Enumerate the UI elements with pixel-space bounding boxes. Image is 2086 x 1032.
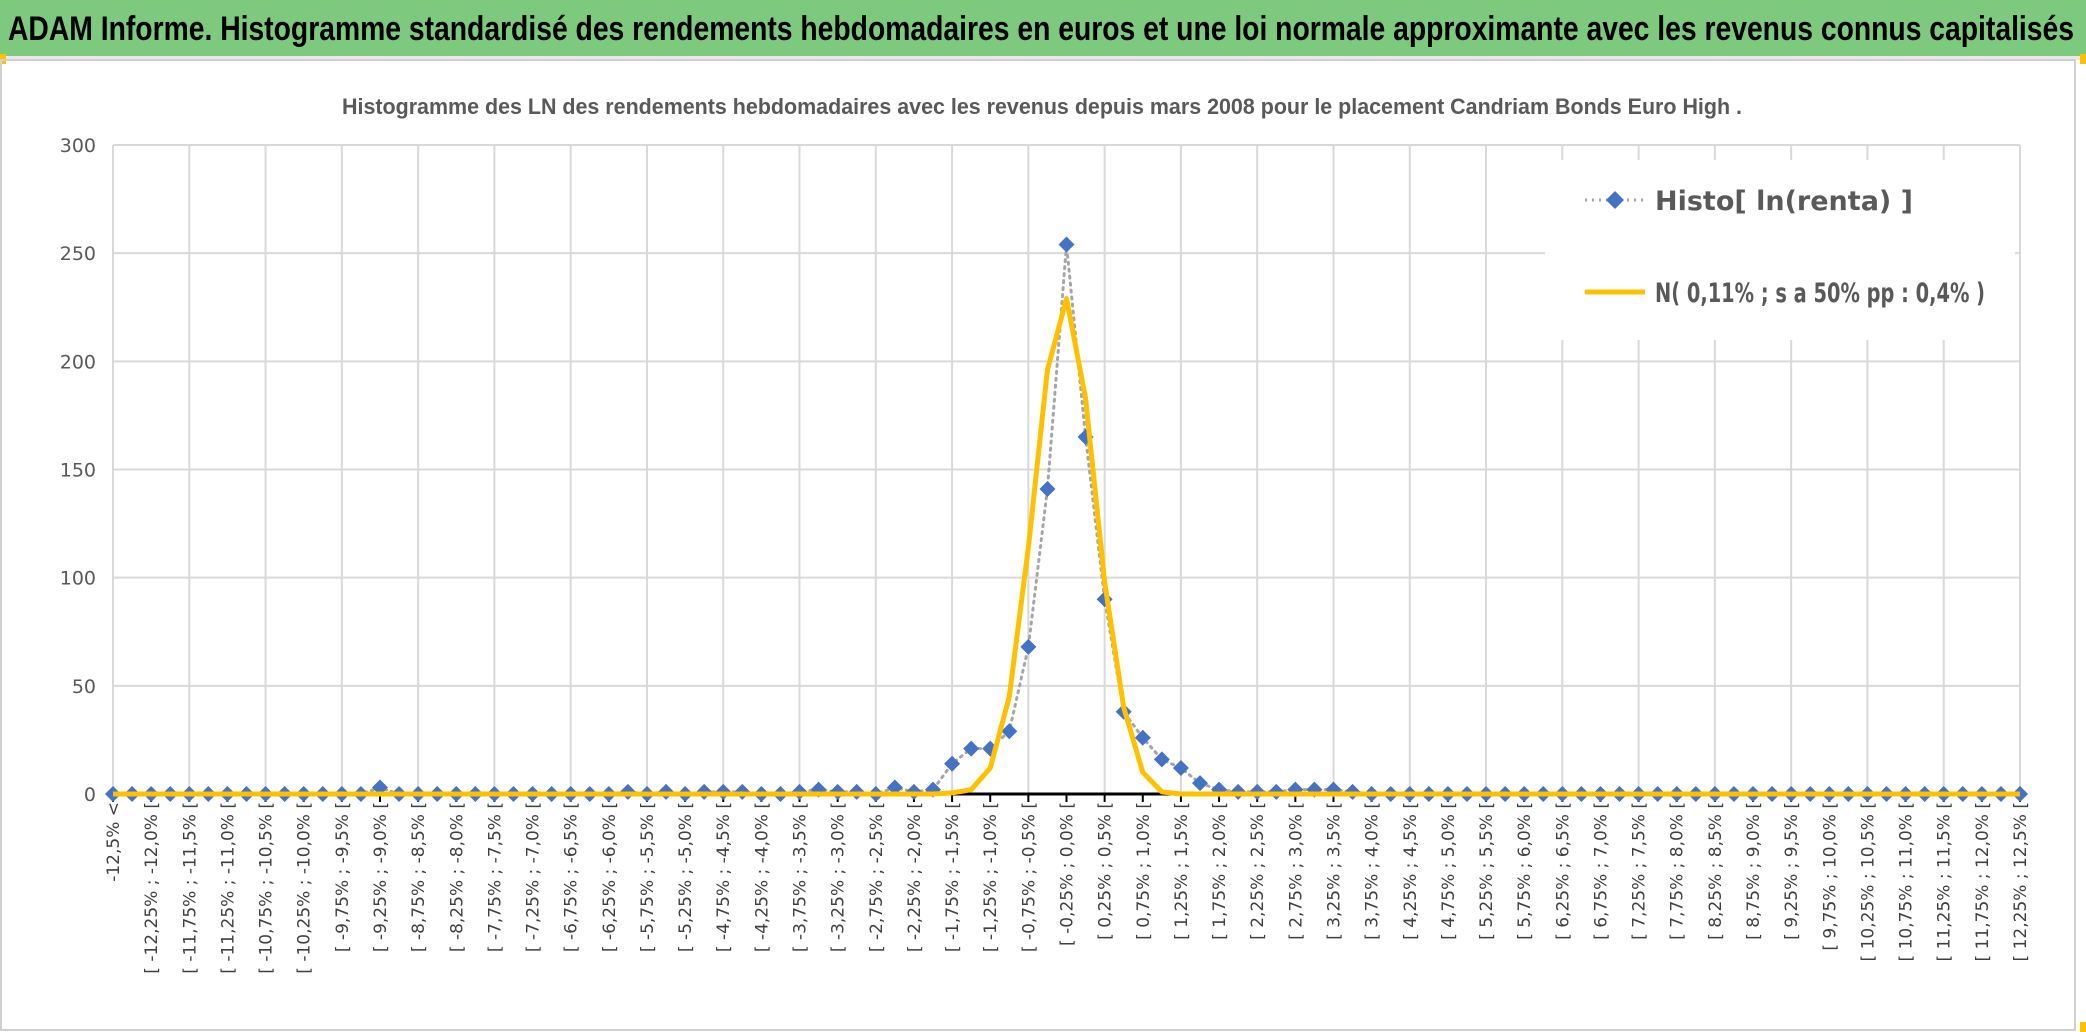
- x-tick-label: [ 7,75% ; 8,0% [: [1668, 802, 1688, 940]
- x-tick-label: [ 5,25% ; 5,5% [: [1477, 802, 1497, 940]
- y-tick-label: 250: [60, 243, 96, 265]
- x-tick-label: [ -1,25% ; -1,0% [: [981, 802, 1001, 952]
- x-tick-label: [ 2,75% ; 3,0% [: [1286, 802, 1306, 940]
- x-tick-label: [ -7,75% ; -7,5% [: [485, 802, 505, 952]
- x-tick-label: [ 12,25% ; 12,5% [: [2011, 802, 2031, 961]
- histo-point: [1001, 723, 1018, 740]
- chart-frame: [0, 59, 2076, 1031]
- normal-curve-line: [113, 296, 2020, 797]
- x-tick-label: -12,5% <: [104, 802, 124, 882]
- y-tick-label: 50: [72, 676, 96, 698]
- y-tick-label: 200: [60, 351, 96, 373]
- histo-point: [1191, 775, 1208, 792]
- y-tick-label: 100: [60, 568, 96, 590]
- x-tick-label: [ 9,75% ; 10,0% [: [1820, 802, 1840, 951]
- chart-title: Histogramme des LN des rendements hebdom…: [342, 94, 1742, 119]
- x-tick-label: [ -2,75% ; -2,5% [: [867, 802, 887, 952]
- y-tick-label: 300: [60, 135, 96, 157]
- x-tick-label: [ 3,75% ; 4,0% [: [1363, 802, 1383, 940]
- x-tick-label: [ -0,75% ; -0,5% [: [1019, 802, 1039, 952]
- y-tick-label: 150: [60, 460, 96, 482]
- series-layer: [105, 236, 2028, 802]
- x-tick-label: [ 0,25% ; 0,5% [: [1096, 802, 1116, 940]
- histo-point: [1058, 236, 1075, 253]
- x-tick-label: [ -5,25% ; -5,0% [: [676, 802, 696, 952]
- x-tick-label: [ -4,75% ; -4,5% [: [714, 802, 734, 952]
- header-divider: [0, 56, 2086, 60]
- x-tick-label: [ 6,25% ; 6,5% [: [1553, 802, 1573, 940]
- x-tick-label: [ 4,75% ; 5,0% [: [1439, 802, 1459, 940]
- frame-corner-bottom-right: [2080, 1022, 2086, 1032]
- x-tick-label: [ -4,25% ; -4,0% [: [752, 802, 772, 952]
- x-tick-label: [ 10,75% ; 11,0% [: [1897, 802, 1917, 961]
- histo-point: [944, 755, 961, 772]
- x-tick-label: [ -7,25% ; -7,0% [: [524, 802, 544, 952]
- x-tick-label: [ 6,75% ; 7,0% [: [1591, 802, 1611, 940]
- x-tick-label: [ 1,75% ; 2,0% [: [1210, 802, 1230, 940]
- x-tick-label: [ -8,25% ; -8,0% [: [447, 802, 467, 952]
- x-tick-label: [ -5,75% ; -5,5% [: [638, 802, 658, 952]
- x-tick-label: [ -12,25% ; -12,0% [: [142, 802, 162, 974]
- legend: Histo[ ln(renta) ] N( 0,11% ; s a 50% pp …: [1545, 160, 2015, 340]
- x-tick-label: [ -10,75% ; -10,5% [: [257, 802, 277, 974]
- legend-histo-marker: [1606, 191, 1624, 209]
- legend-box: [1545, 160, 2015, 340]
- histo-point: [1172, 760, 1189, 777]
- x-tick-label: [ 8,75% ; 9,0% [: [1744, 802, 1764, 940]
- x-tick-label: [ -3,75% ; -3,5% [: [791, 802, 811, 952]
- x-tick-label: [ -9,75% ; -9,5% [: [333, 802, 353, 952]
- header-bar: [0, 0, 2086, 56]
- legend-label-normal: N( 0,11% ; s a 50% pp : 0,4% ): [1655, 278, 1985, 309]
- histo-point: [1039, 480, 1056, 497]
- histo-point: [963, 740, 980, 757]
- x-tick-label: [ 11,75% ; 12,0% [: [1973, 802, 1993, 961]
- x-tick-label: [ -1,75% ; -1,5% [: [943, 802, 963, 952]
- x-tick-label: [ 0,75% ; 1,0% [: [1134, 802, 1154, 940]
- x-tick-label: [ -6,75% ; -6,5% [: [562, 802, 582, 952]
- x-tick-label: [ -10,25% ; -10,0% [: [295, 802, 315, 974]
- x-tick-label: [ 11,25% ; 11,5% [: [1935, 802, 1955, 961]
- x-tick-label: [ 8,25% ; 8,5% [: [1706, 802, 1726, 940]
- x-tick-label: [ -3,25% ; -3,0% [: [829, 802, 849, 952]
- x-tick-label: [ 7,25% ; 7,5% [: [1630, 802, 1650, 940]
- y-axis-labels: 0 50 100 150 200 250 300: [60, 135, 96, 806]
- frame-corner-right: [2080, 54, 2086, 64]
- histo-point: [1153, 751, 1170, 768]
- x-tick-label: [ 10,25% ; 10,5% [: [1858, 802, 1878, 961]
- header-title: ADAM Informe. Histogramme standardisé de…: [8, 10, 2074, 48]
- x-tick-label: [ 2,25% ; 2,5% [: [1248, 802, 1268, 940]
- histo-point: [1020, 638, 1037, 655]
- x-tick-label: [ -8,75% ; -8,5% [: [409, 802, 429, 952]
- x-tick-label: [ 3,25% ; 3,5% [: [1324, 802, 1344, 940]
- x-tick-label: [ -11,75% ; -11,5% [: [180, 802, 200, 974]
- histo-point: [1134, 729, 1151, 746]
- x-axis-labels: -12,5% < [ -12,25% ; -12,0% [ [ -11,75% ; …: [104, 794, 2031, 974]
- legend-label-histo: Histo[ ln(renta) ]: [1655, 186, 1913, 217]
- x-tick-label: [ 5,75% ; 6,0% [: [1515, 802, 1535, 940]
- x-tick-label: [ 9,25% ; 9,5% [: [1782, 802, 1802, 940]
- x-tick-label: [ -11,25% ; -11,0% [: [218, 802, 238, 974]
- x-tick-label: [ -6,25% ; -6,0% [: [600, 802, 620, 952]
- x-tick-label: [ 4,25% ; 4,5% [: [1401, 802, 1421, 940]
- y-tick-label: 0: [84, 784, 96, 806]
- x-tick-label: [ -0,25% ; 0,0% [: [1058, 802, 1078, 946]
- x-tick-label: [ -9,25% ; -9,0% [: [371, 802, 391, 952]
- x-tick-label: [ -2,25% ; -2,0% [: [905, 802, 925, 952]
- x-tick-label: [ 1,25% ; 1,5% [: [1172, 802, 1192, 940]
